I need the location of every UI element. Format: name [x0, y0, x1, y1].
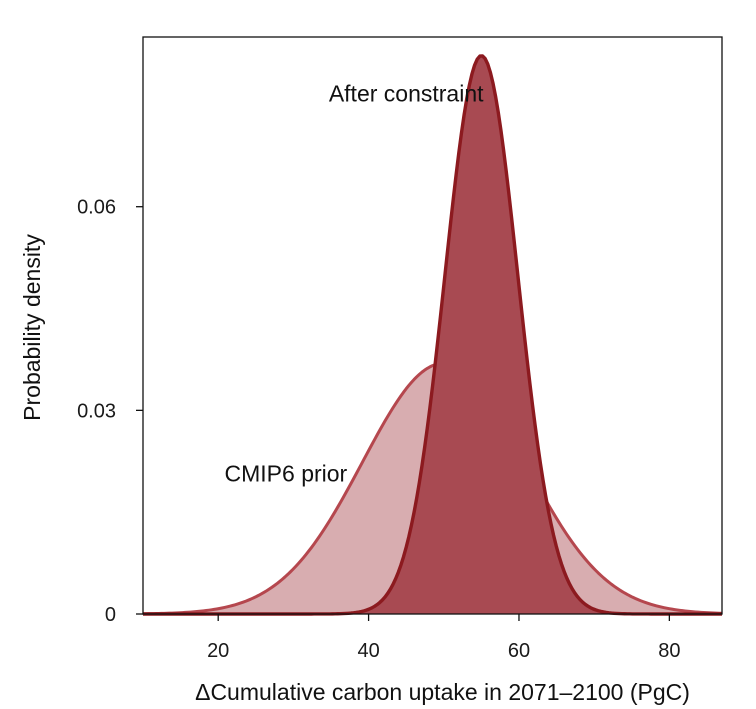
annotations: After constraint CMIP6 prior: [225, 80, 485, 486]
y-tick-label: 0.03: [77, 400, 116, 422]
annotation-label: After constraint: [329, 80, 484, 106]
x-tick-label: 80: [658, 640, 680, 662]
x-tick-label: 40: [357, 640, 379, 662]
y-axis-title: Probability density: [19, 234, 45, 421]
axis-ticks: 20 40 60 80 0 0.03 0.06: [77, 197, 680, 662]
density-area-after-constraint: [143, 55, 722, 614]
y-tick-label: 0: [105, 604, 116, 626]
x-axis-title: ΔCumulative carbon uptake in 2071–2100 (…: [195, 679, 690, 705]
annotation-label: CMIP6 prior: [225, 461, 348, 487]
density-line-cmip6-prior: [142, 361, 723, 616]
x-tick-label: 60: [508, 640, 530, 662]
plot-frame: [142, 36, 723, 615]
plot-marks: [142, 54, 723, 616]
y-tick-label: 0.06: [77, 197, 116, 219]
x-tick-label: 20: [207, 640, 229, 662]
